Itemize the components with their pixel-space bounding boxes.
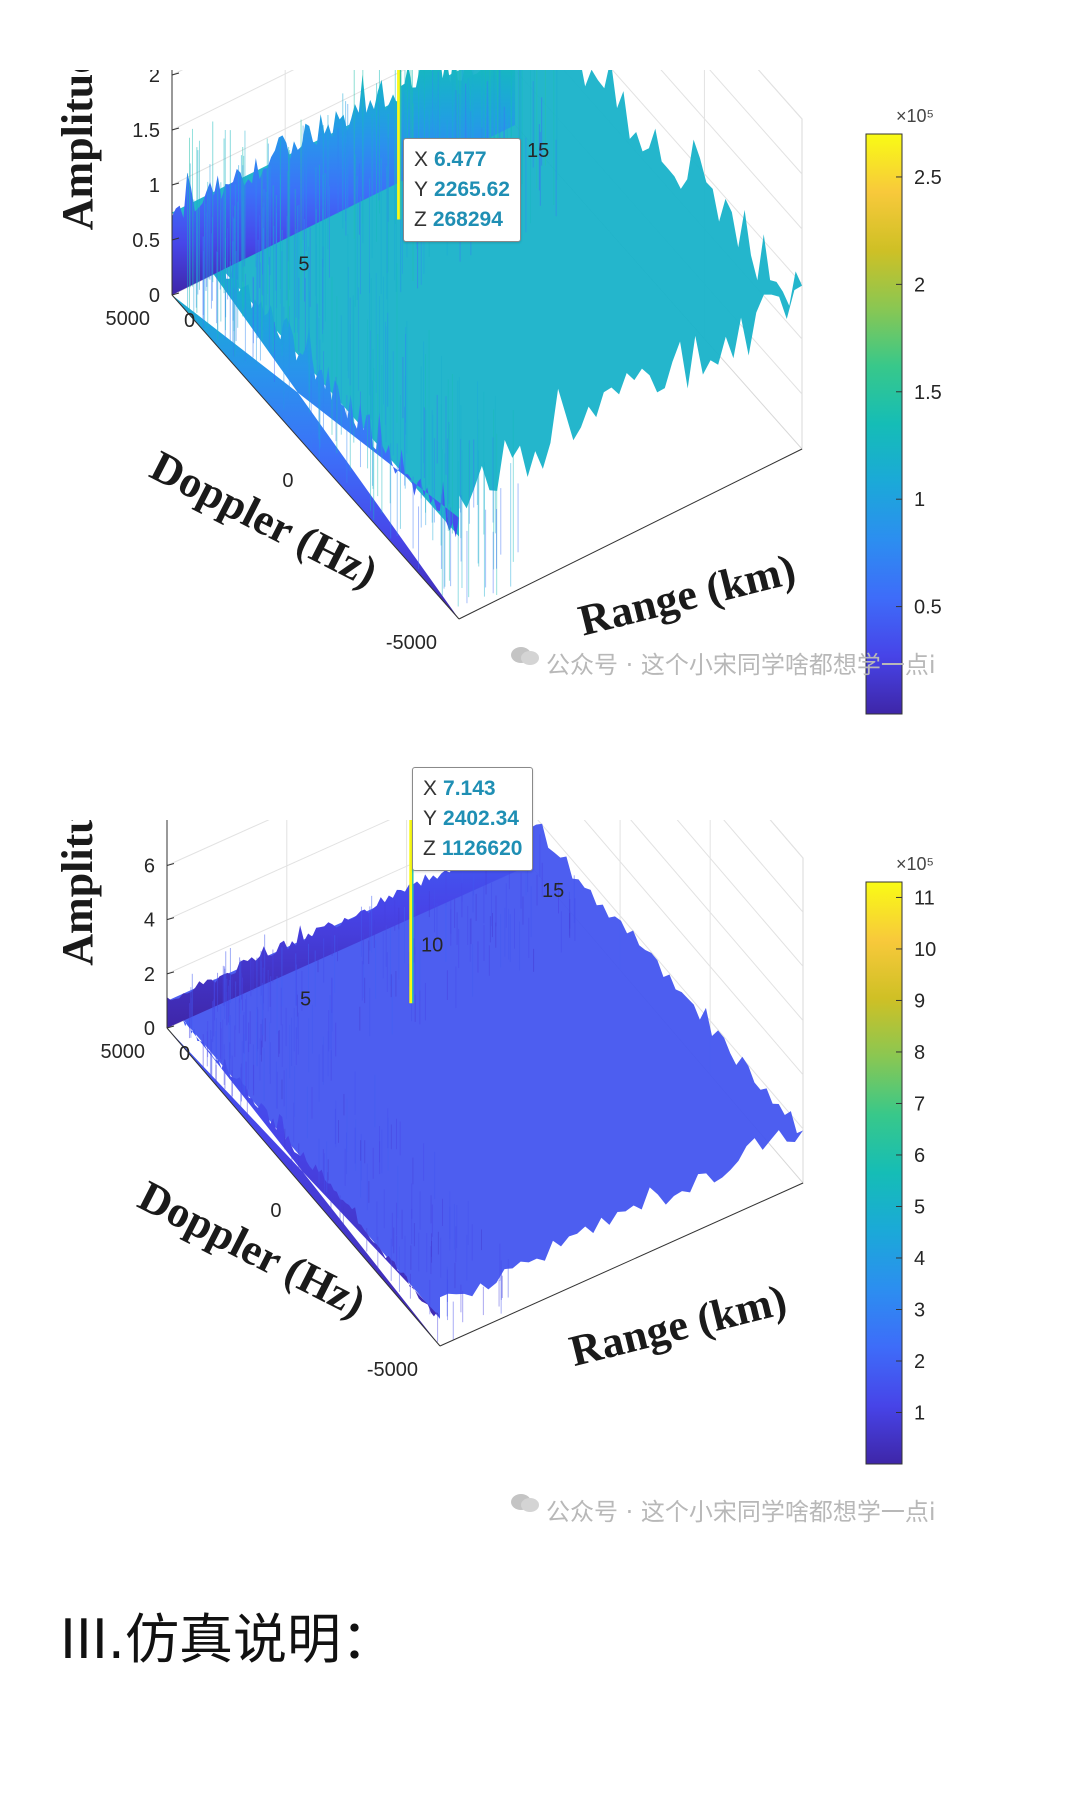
y-tick-label: 0	[270, 1200, 281, 1222]
y-tick-label: 0	[282, 470, 293, 492]
datatip-x-value: 7.143	[443, 777, 496, 800]
colorbar-tick-label: 0.5	[914, 597, 942, 619]
y-tick-label: -5000	[386, 632, 437, 654]
z-gridline	[171, 70, 803, 285]
watermark-text: 公众号 · 这个小宋同学啥都想学一点i	[546, 651, 936, 679]
x-tick-label: 15	[527, 140, 549, 162]
y-tick-label: -5000	[367, 1359, 418, 1381]
colorbar-tick-label: 1.5	[914, 382, 942, 404]
x-axis-line	[458, 448, 803, 620]
colorbar-tick-label: 11	[914, 887, 935, 909]
datatip-z-label: Z	[414, 208, 427, 231]
z-tick-label: 2	[149, 70, 160, 87]
chart-2-canvas: 024681012×10⁵50000-5000051015AmplitudeDo…	[53, 820, 936, 1465]
colorbar-exponent-label: ×10⁵	[896, 106, 934, 126]
datatip-y-value: 2265.62	[434, 178, 510, 201]
datatip-y-value: 2402.34	[443, 807, 519, 830]
x-tick-label: 0	[184, 310, 195, 332]
colorbar	[865, 133, 903, 715]
x-axis-label: Range (km)	[574, 544, 800, 645]
chart-1: 00.511.522.53×10⁵50000-5000051015Amplitu…	[0, 70, 1080, 800]
surface	[167, 823, 803, 1346]
z-tick-mark	[166, 971, 175, 975]
colorbar-tick-label: 5	[914, 1196, 925, 1218]
colorbar	[865, 881, 903, 1465]
z-gridline	[676, 820, 804, 967]
colorbar-tick-label: 8	[914, 1042, 925, 1064]
z-tick-mark	[166, 1025, 175, 1029]
datatip-z-label: Z	[423, 837, 436, 860]
chart-1-canvas: 00.511.522.53×10⁵50000-5000051015Amplitu…	[53, 70, 942, 715]
datatip-y-label: Y	[423, 807, 438, 830]
z-gridline	[166, 820, 804, 1130]
x-tick-label: 0	[179, 1043, 190, 1065]
z-gridline	[171, 70, 803, 230]
z-tick-label: 4	[144, 910, 155, 932]
z-tick-label: 2	[144, 964, 155, 986]
datatip-x-label: X	[414, 148, 429, 171]
z-tick-label: 0	[149, 285, 160, 307]
chart-2: 024681012×10⁵50000-5000051015AmplitudeDo…	[0, 767, 1080, 1550]
colorbar-tick-label: 6	[914, 1145, 925, 1167]
x-axis-label: Range (km)	[565, 1275, 791, 1376]
z-axis-label: Amplitude	[53, 820, 102, 966]
z-tick-mark	[171, 72, 180, 76]
colorbar-tick-label: 3	[914, 1299, 925, 1321]
colorbar-tick-label: 2.5	[914, 167, 942, 189]
section-heading: III.仿真说明：	[60, 1608, 395, 1671]
watermark: 公众号 · 这个小宋同学啥都想学一点i	[510, 1492, 936, 1527]
x-tick-label: 10	[421, 934, 443, 956]
z-gridline	[166, 820, 804, 1075]
datatip-x-value: 6.477	[434, 148, 487, 171]
z-axis-label: Amplitude	[53, 70, 102, 230]
y-tick-label: 5000	[101, 1041, 146, 1063]
surface-right-face	[167, 830, 530, 1028]
z-tick-mark	[166, 863, 175, 866]
watermark-text: 公众号 · 这个小宋同学啥都想学一点i	[546, 1498, 936, 1526]
datatip-z-value: 1126620	[441, 837, 523, 860]
z-tick-label: 1	[149, 175, 160, 197]
y-axis-line	[171, 294, 460, 620]
x-tick-label: 5	[300, 989, 311, 1011]
z-tick-label: 8	[144, 820, 155, 823]
datatip-2[interactable]: X 7.143 Y 2402.34 Z 1126620	[412, 767, 534, 871]
z-tick-label: 6	[144, 856, 155, 878]
surface	[172, 70, 802, 619]
z-tick-mark	[171, 182, 180, 186]
surface-left-face	[172, 209, 459, 619]
z-tick-label: 1.5	[132, 120, 160, 142]
colorbar-tick-label: 1	[914, 489, 925, 511]
z-tick-mark	[171, 237, 180, 241]
datatip-x-label: X	[423, 777, 438, 800]
watermark: 公众号 · 这个小宋同学啥都想学一点i	[510, 645, 936, 680]
colorbar-tick-label: 10	[914, 939, 936, 961]
colorbar-exponent-label: ×10⁵	[896, 854, 934, 874]
z-tick-label: 0	[144, 1018, 155, 1040]
colorbar-tick-label: 2	[914, 1351, 925, 1373]
colorbar-tick-label: 2	[914, 274, 925, 296]
surface-left-face	[167, 999, 440, 1346]
datatip-1[interactable]: X 6.477 Y 2265.62 Z 268294	[403, 138, 521, 242]
y-axis-line	[166, 1027, 441, 1347]
y-tick-label: 5000	[106, 308, 151, 330]
z-tick-mark	[171, 127, 180, 131]
wechat-icon	[510, 647, 540, 677]
datatip-y-label: Y	[414, 178, 429, 201]
x-tick-label: 15	[542, 880, 564, 902]
z-tick-mark	[166, 917, 175, 921]
x-tick-label: 5	[298, 253, 309, 275]
colorbar-tick-label: 7	[914, 1093, 925, 1115]
colorbar-tick-label: 4	[914, 1248, 925, 1270]
z-tick-mark	[171, 292, 180, 296]
datatip-z-value: 268294	[432, 208, 503, 231]
colorbar-tick-label: 1	[914, 1402, 925, 1424]
wechat-icon	[510, 1494, 540, 1524]
colorbar-tick-label: 9	[914, 990, 925, 1012]
z-gridline	[166, 820, 804, 1021]
x-axis-line	[439, 1182, 804, 1347]
z-tick-label: 0.5	[132, 230, 160, 252]
